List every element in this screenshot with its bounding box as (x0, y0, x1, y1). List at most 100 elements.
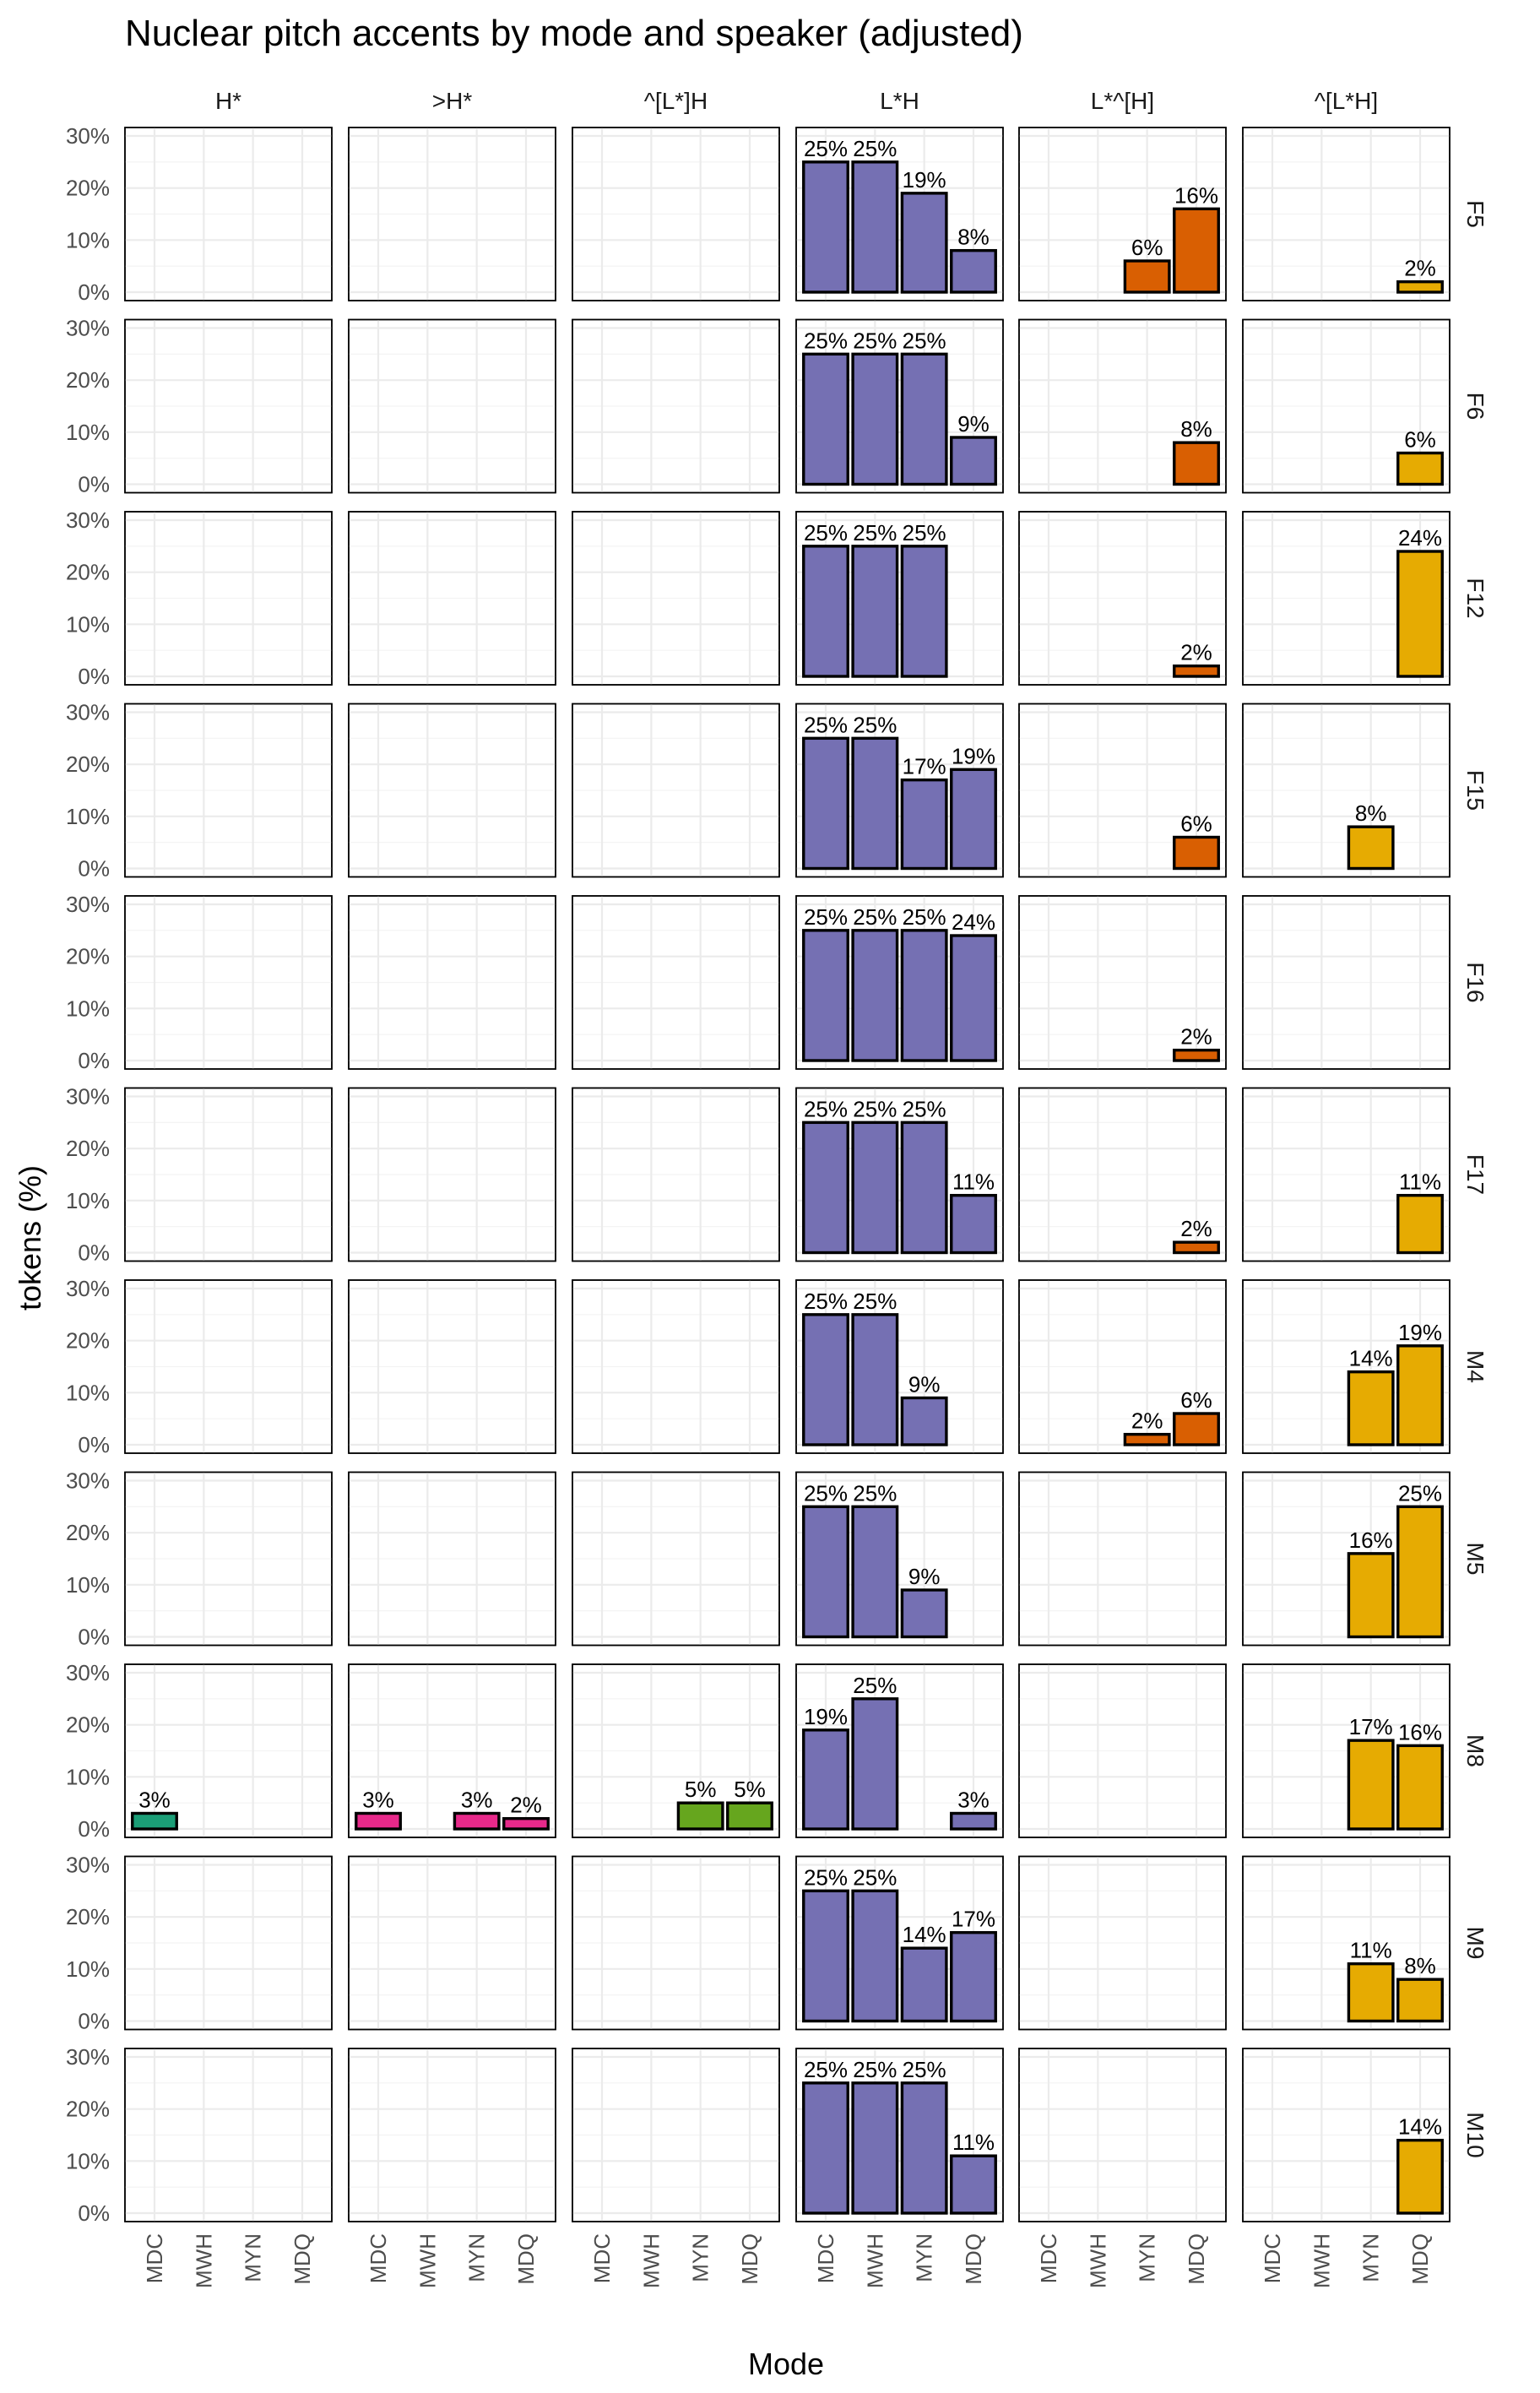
panel-border (124, 127, 333, 301)
panel-border (1242, 1855, 1451, 2031)
bar-data-label: 8% (1180, 416, 1212, 442)
bar (1173, 1412, 1220, 1446)
facet-panel: 2% 6% (1018, 1279, 1227, 1454)
y-tick-label: 30% (66, 1276, 110, 1301)
x-tick-label: MDQ (737, 2233, 762, 2285)
x-tick-label: MYN (241, 2233, 266, 2282)
bar-data-label: 3% (362, 1788, 394, 1813)
bar-data-label: 24% (952, 909, 995, 935)
panel-border (572, 1663, 780, 1838)
bar (950, 1193, 997, 1255)
panel-border (572, 511, 780, 686)
panel-border (572, 1279, 780, 1454)
y-tick-label: 10% (66, 611, 110, 637)
panel-border (795, 127, 1004, 301)
facet-row-label: M9 (1462, 1927, 1488, 1960)
bar (1173, 1240, 1220, 1255)
facet-panel (572, 318, 780, 494)
facet-panel (572, 2048, 780, 2222)
bar-data-label: 16% (1398, 1719, 1442, 1745)
panel-border (1018, 1279, 1227, 1454)
bar (1396, 2138, 1444, 2215)
y-tick-label: 0% (78, 2009, 110, 2034)
facet-panel: 3% 3% 2% (348, 1663, 556, 1838)
bar-data-label: 2% (1131, 1408, 1163, 1434)
y-axis-title: tokens (%) (13, 1165, 47, 1310)
facet-panel: 5% 5% (572, 1663, 780, 1838)
bar (900, 1396, 948, 1446)
bar (802, 160, 849, 294)
panel-border (795, 895, 1004, 1070)
facet-panel (348, 511, 556, 686)
bar-data-label: 25% (853, 520, 897, 545)
y-tick-label: 20% (66, 367, 110, 393)
panel-border (1242, 2048, 1451, 2222)
y-tick-label: 20% (66, 176, 110, 201)
y-tick-label: 20% (66, 1712, 110, 1738)
facet-panel (348, 1087, 556, 1262)
panel-border (348, 1855, 556, 2031)
facet-panel (572, 895, 780, 1070)
bar-data-label: 19% (1398, 1320, 1442, 1345)
panel-border (795, 318, 1004, 494)
facet-panel (348, 318, 556, 494)
bar (802, 1889, 849, 2023)
panel-border (1018, 318, 1227, 494)
bar-data-label: 25% (1398, 1480, 1442, 1506)
facet-row-label: F5 (1462, 200, 1488, 228)
bar-data-label: 25% (853, 2057, 897, 2082)
bar-data-label: 25% (853, 1096, 897, 1121)
facet-row-label: M8 (1462, 1734, 1488, 1767)
panel-border (1018, 1471, 1227, 1647)
panel-border (1242, 511, 1451, 686)
y-tick-label: 30% (66, 316, 110, 341)
bar-data-label: 2% (1180, 1216, 1212, 1241)
facet-panel: 25% 25% 9% (795, 1279, 1004, 1454)
facet-panel (348, 703, 556, 878)
facet-panel (572, 127, 780, 301)
panel-border (795, 703, 1004, 878)
y-tick-label: 20% (66, 752, 110, 777)
bar-data-label: 25% (804, 1480, 848, 1506)
facet-panel: 25% 25% 9% (795, 1471, 1004, 1647)
bar-data-label: 2% (1180, 640, 1212, 665)
bar-data-label: 17% (1349, 1714, 1393, 1739)
y-tick-label: 0% (78, 1048, 110, 1073)
facet-panel: 25% 25% 25%11% (795, 2048, 1004, 2222)
facet-panel (348, 1279, 556, 1454)
y-tick-label: 30% (66, 1468, 110, 1494)
facet-panel: 19%25% 3% (795, 1663, 1004, 1838)
bar (851, 160, 899, 294)
bar (1396, 550, 1444, 678)
y-tick-label: 0% (78, 1816, 110, 1842)
bar-data-label: 25% (804, 520, 848, 545)
facet-panel (124, 2048, 333, 2222)
panel-border (1018, 2048, 1227, 2222)
panel-border (124, 511, 333, 686)
bar-data-label: 17% (952, 1907, 995, 1932)
facet-panel: 25% 25% 25%11% (795, 1087, 1004, 1262)
panel-border (572, 1087, 780, 1262)
bar-data-label: 24% (1398, 525, 1442, 551)
bar-data-label: 25% (903, 2057, 946, 2082)
bar-data-label: 2% (510, 1793, 542, 1818)
bar-data-label: 6% (1180, 811, 1212, 837)
chart-title: Nuclear pitch accents by mode and speake… (125, 13, 1023, 54)
bar-data-label: 14% (1398, 2114, 1442, 2140)
panel-border (124, 1087, 333, 1262)
x-tick-label: MDC (589, 2233, 615, 2283)
bar-data-label: 19% (804, 1704, 848, 1729)
panel-border (124, 1471, 333, 1647)
facet-row-label: F15 (1462, 770, 1488, 811)
bar-data-label: 25% (903, 1096, 946, 1121)
facet-panel: 6% (1018, 703, 1227, 878)
y-tick-label: 0% (78, 856, 110, 882)
facet-panel: 8% (1018, 318, 1227, 494)
bar-data-label: 19% (903, 167, 946, 193)
bar (1123, 259, 1171, 294)
bar (802, 1121, 849, 1255)
bar (676, 1801, 724, 1831)
panel-border (572, 1471, 780, 1647)
bar (851, 2081, 899, 2215)
facet-panel: 16%25% (1242, 1471, 1451, 1647)
